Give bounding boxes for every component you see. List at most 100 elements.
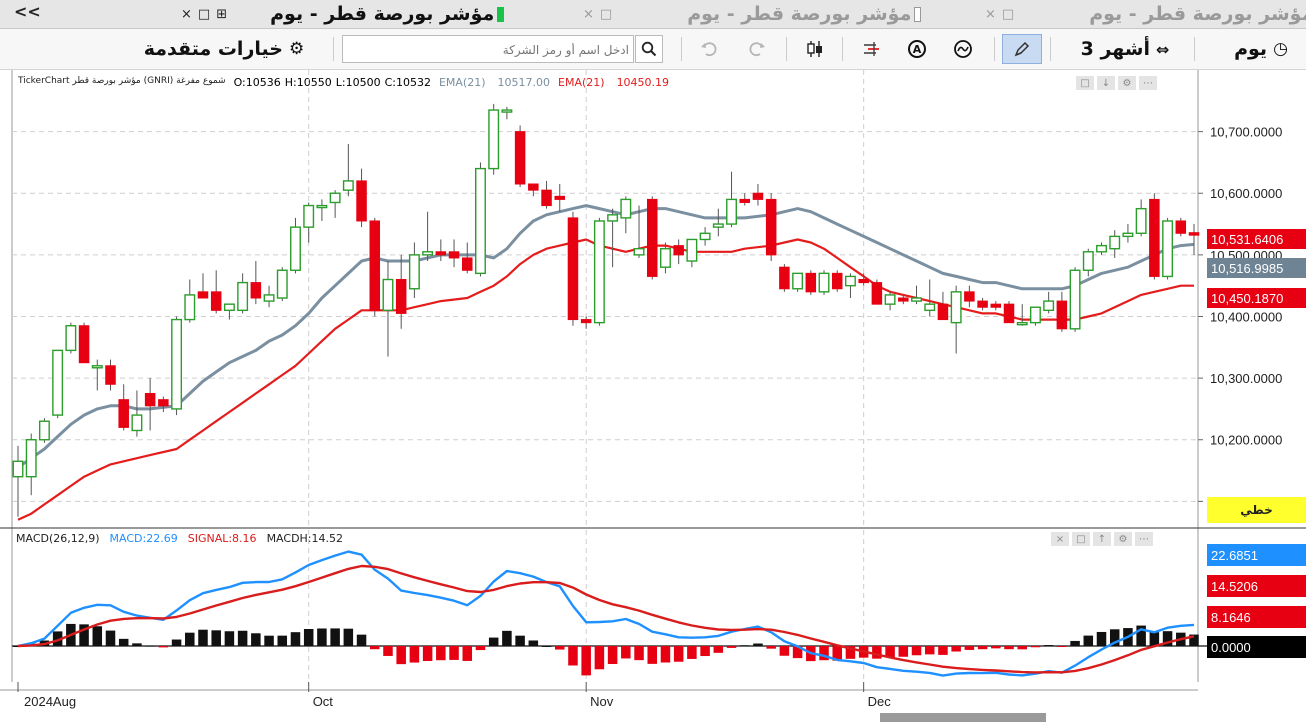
pane-maximize-icon[interactable]: □ <box>1072 532 1090 546</box>
tab-title: مؤشر بورصة قطر - يوم <box>1089 3 1306 25</box>
candle-body-down <box>779 266 790 290</box>
candle-body-down <box>528 183 539 191</box>
macd-histogram-bar <box>198 629 208 646</box>
candle-body-up <box>1135 207 1147 234</box>
macd-histogram-bar <box>237 630 248 646</box>
pane-maximize-icon[interactable]: □ <box>1076 76 1094 90</box>
candle-body-down <box>462 257 473 271</box>
tab-title: مؤشر بورصة قطر - يوم <box>687 3 912 25</box>
tab-chart-3[interactable]: × □ مؤشر بورصة قطر - يوم <box>982 0 1306 28</box>
settings-icon: ⚙ <box>288 39 305 59</box>
close-icon[interactable]: × <box>181 6 192 22</box>
macd-histogram-bar <box>475 646 486 651</box>
maximize-icon[interactable]: □ <box>599 6 613 22</box>
detach-icon[interactable]: ⊞ <box>216 6 228 22</box>
candle-body-up <box>1016 321 1028 326</box>
maximize-icon[interactable]: □ <box>197 6 211 22</box>
candle-body-down <box>514 131 526 185</box>
candle-body-down <box>964 291 975 302</box>
toolbar-divider <box>1194 37 1195 61</box>
price-tick-label: 10,200.0000 <box>1210 433 1282 448</box>
candle-body-up <box>223 303 235 312</box>
redo-button[interactable] <box>742 34 772 64</box>
macd-histogram-bar <box>739 645 750 647</box>
pen-icon <box>1014 41 1030 57</box>
drawing-tools-button[interactable] <box>1002 34 1042 64</box>
advanced-options-label: خيارات متقدمة <box>143 38 283 60</box>
tab-chart-2[interactable]: × □ مؤشر بورصة قطر - يوم <box>580 0 922 28</box>
toolbar-divider <box>994 37 995 61</box>
macd-histogram-bar <box>779 646 790 656</box>
time-tick-label: 2024Aug <box>24 694 76 709</box>
macd-histogram-bar <box>277 635 288 646</box>
period-selector[interactable]: 3 أشهر ⇔ <box>1068 34 1182 64</box>
candle-body-down <box>646 198 658 277</box>
pane-settings-icon[interactable]: ⚙ <box>1118 76 1136 90</box>
candle-body-down <box>1175 220 1187 234</box>
pane-settings-icon[interactable]: ⚙ <box>1114 532 1132 546</box>
interval-label: يوم <box>1234 38 1268 60</box>
macd-histogram-bar <box>330 628 340 646</box>
pane-down-icon[interactable]: ↓ <box>1097 76 1115 90</box>
candle-body-up <box>329 192 341 204</box>
macd-histogram-bar <box>436 646 446 661</box>
candle-body-up <box>290 226 301 271</box>
candle-body-up <box>422 251 434 256</box>
macd-value-tag: 22.6851 <box>1207 544 1306 566</box>
macd-histogram-bar <box>303 628 314 646</box>
candle-body-down <box>898 297 909 302</box>
indicators-button[interactable] <box>856 34 886 64</box>
macd-histogram-bar <box>700 646 710 657</box>
candle-body-up <box>1122 232 1134 238</box>
candle-body-up <box>65 325 77 352</box>
candle-body-up <box>91 365 103 369</box>
macd-histogram-bar <box>52 631 63 646</box>
auto-scale-button[interactable]: A <box>902 34 932 64</box>
candle-body-up <box>488 109 500 170</box>
macd-histogram-bar <box>145 645 155 647</box>
macd-histogram-bar <box>132 643 142 646</box>
close-icon[interactable]: × <box>985 6 996 22</box>
macd-pane <box>12 550 1306 677</box>
candle-body-down <box>673 245 684 256</box>
chart-area[interactable]: 10,700.000010,600.000010,500.000010,400.… <box>0 70 1306 712</box>
undo-button[interactable] <box>694 34 724 64</box>
macd-pane-controls: × □ ↑ ⚙ ⋯ <box>1051 532 1153 546</box>
macd-histogram-bar <box>462 646 473 661</box>
pane-more-icon[interactable]: ⋯ <box>1135 532 1153 546</box>
candle-body-down <box>567 217 579 321</box>
candle-body-up <box>52 349 64 416</box>
scrollbar-thumb[interactable] <box>880 713 1046 722</box>
line-type-label[interactable]: خطي <box>1207 497 1306 523</box>
candle-body-down <box>369 220 381 311</box>
search-button[interactable] <box>635 35 663 63</box>
collapse-tabs-button[interactable]: << <box>14 2 41 21</box>
macd-histogram-bar <box>528 640 539 646</box>
candle-body-down <box>937 303 949 321</box>
candle-body-up <box>950 291 962 324</box>
wave-icon <box>954 40 972 58</box>
macd-histogram-bar <box>964 646 975 650</box>
pane-up-icon[interactable]: ↑ <box>1093 532 1111 546</box>
macd-histogram-bar <box>1096 631 1107 646</box>
macd-histogram-bar <box>185 632 195 646</box>
macd-histogram-bar <box>211 630 221 646</box>
candle-body-up <box>1096 244 1107 253</box>
candle-body-up <box>818 272 830 293</box>
company-search-input[interactable] <box>343 36 635 64</box>
tab-chart-1[interactable]: × □ ⊞ مؤشر بورصة قطر - يوم <box>178 0 505 28</box>
pane-close-icon[interactable]: × <box>1051 532 1069 546</box>
compare-button[interactable] <box>948 34 978 64</box>
macd-histogram-bar <box>991 646 1001 649</box>
pane-more-icon[interactable]: ⋯ <box>1139 76 1157 90</box>
advanced-options-button[interactable]: خيارات متقدمة ⚙ <box>124 34 324 64</box>
company-search-box <box>342 35 635 64</box>
candle-body-down <box>752 192 764 200</box>
macd-line <box>17 550 1195 677</box>
macd-histogram-bar <box>753 643 763 646</box>
close-icon[interactable]: × <box>583 6 594 22</box>
maximize-icon[interactable]: □ <box>1001 6 1015 22</box>
candle-type-button[interactable] <box>800 34 830 64</box>
interval-selector[interactable]: يوم ◷ <box>1218 34 1304 64</box>
ema-gray-line <box>17 204 1195 469</box>
